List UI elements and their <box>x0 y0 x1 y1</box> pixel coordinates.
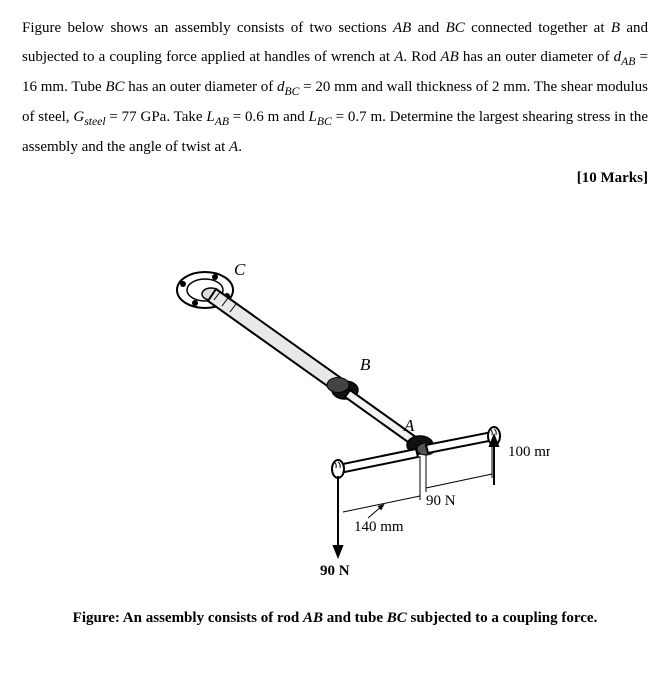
text: . Rod <box>403 49 440 65</box>
sym: L <box>206 109 214 125</box>
cap-text: subjected to a coupling force. <box>407 610 598 626</box>
marks-label: [10 Marks] <box>22 164 648 193</box>
var-AB: AB <box>303 610 323 626</box>
var-AB: AB <box>440 49 458 65</box>
text: has an outer <box>459 49 536 65</box>
force-right-text: 90 N <box>426 493 456 509</box>
var-AB: AB <box>393 20 411 36</box>
sub: BC <box>284 85 299 98</box>
cap-text: and tube <box>323 610 387 626</box>
wrench-handle-right <box>426 427 500 453</box>
var-BC: BC <box>105 79 124 95</box>
sym: G <box>73 109 84 125</box>
tube-BC <box>208 289 348 395</box>
wrench-handle-left <box>332 449 418 478</box>
text: = 20 mm and wall thickness <box>299 79 472 95</box>
force-left-text: 90 N <box>320 563 350 579</box>
problem-statement: Figure below shows an assembly consists … <box>22 14 648 162</box>
text: = 0.6 m and <box>229 109 309 125</box>
dim-100-text: 100 mm <box>508 444 550 460</box>
text: = 0.7 m. <box>332 109 386 125</box>
sub: BC <box>317 115 332 128</box>
sub: AB <box>215 115 229 128</box>
text: diameter of <box>540 49 613 65</box>
sub: AB <box>621 55 635 68</box>
cap-text: Figure: An assembly consists of rod <box>73 610 303 626</box>
sub: steel <box>84 115 105 128</box>
figure-caption: Figure: An assembly consists of rod AB a… <box>73 604 598 633</box>
text: connected together at <box>465 20 611 36</box>
var-A: A <box>394 49 403 65</box>
var-A: A <box>229 139 238 155</box>
label-B: B <box>360 355 371 374</box>
text: has an outer diameter of <box>125 79 277 95</box>
var-BC: BC <box>446 20 465 36</box>
text: . <box>238 139 242 155</box>
text: = 77 GPa. Take <box>106 109 207 125</box>
label-C: C <box>234 260 246 279</box>
var-BC: BC <box>387 610 407 626</box>
text: Figure below shows an assembly consists … <box>22 20 393 36</box>
sym: L <box>309 109 317 125</box>
var-B: B <box>611 20 620 36</box>
assembly-diagram: C B A 100 mm 140 mm 90 N 90 N <box>120 240 550 590</box>
sym: d <box>614 49 622 65</box>
dim-140-text: 140 mm <box>354 519 404 535</box>
text: and <box>411 20 445 36</box>
figure-container: C B A 100 mm 140 mm 90 N 90 N Figure: An… <box>22 240 648 633</box>
label-A: A <box>403 416 415 435</box>
